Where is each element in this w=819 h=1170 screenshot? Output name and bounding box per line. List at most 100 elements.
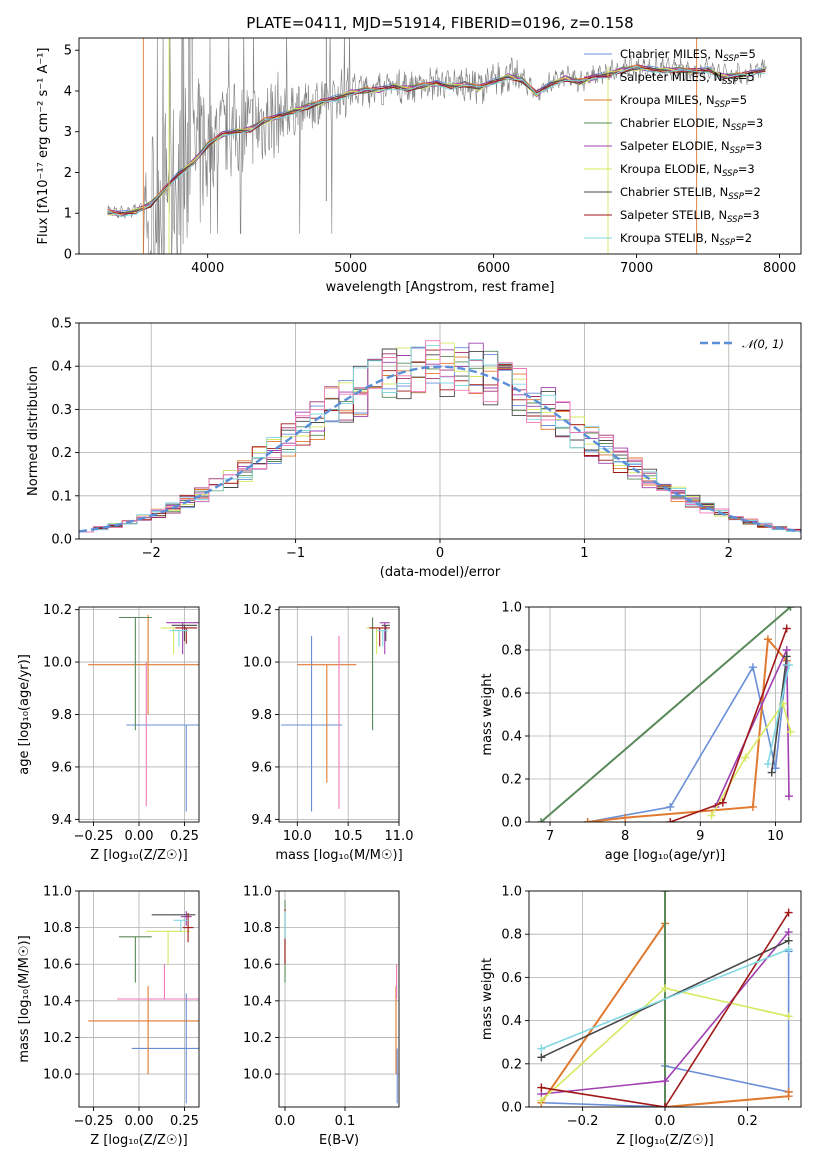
- axes-age_vs_mass: 10.0 10.5 11.0 9.4 9.6 9.8 10.0 10.2 mass [log₁₀…: [243, 603, 413, 863]
- histogram-step: [79, 340, 801, 533]
- legend-residuals: 𝒩(0, 1): [700, 337, 784, 351]
- y-tick-label: 11.0: [43, 885, 72, 900]
- x-tick-label: 10.5: [334, 829, 363, 844]
- x-tick-label: 5000: [334, 261, 367, 276]
- mass-weight-line: [767, 664, 790, 765]
- axes-frame: [278, 890, 400, 1108]
- legend-entry-label: Salpeter ELODIE, NSSP=3: [620, 139, 762, 156]
- mass-weight-line: [587, 664, 788, 822]
- y-tick-label: 0.2: [51, 446, 72, 461]
- spectrum-model-line: [107, 66, 766, 217]
- x-tick-label: 0.1: [335, 1114, 356, 1129]
- axes-mass_vs_EBV: 0.0 0.1 10.0 10.2 10.4 10.6 10.8 11.0 E(B-V): [243, 885, 400, 1148]
- x-tick-label: −0.25: [74, 829, 114, 844]
- plus-marker: [661, 891, 669, 895]
- plot-area-age_vs_mass: [281, 617, 390, 812]
- x-tick-label: −1: [286, 546, 305, 561]
- plus-marker: [784, 936, 793, 945]
- plus-marker: [537, 1083, 546, 1092]
- axes-frame: [528, 606, 802, 823]
- legend-spectrum: Chabrier MILES, NSSP=5 Salpeter MILES, NS…: [584, 47, 763, 248]
- y-axis-label: Normed distribution: [26, 366, 41, 496]
- plus-marker: [661, 1103, 669, 1107]
- mass-weight-line: [670, 628, 788, 822]
- axes-mass_vs_Z: −0.25 0.00 0.25 10.0 10.2 10.4 10.6 10.8 11.0 Z […: [17, 885, 200, 1148]
- y-tick-label: 9.4: [251, 813, 272, 828]
- plus-marker: [786, 607, 795, 611]
- mass-weight-line: [541, 948, 789, 1050]
- plus-marker: [782, 652, 791, 661]
- y-axis-label: age [log₁₀(age/yr)]: [17, 654, 32, 775]
- plot-area-mass_vs_EBV: [284, 900, 398, 1104]
- y-tick-label: 10.4: [243, 994, 272, 1009]
- x-tick-label: 1: [580, 546, 588, 561]
- x-axis-label: Z [log₁₀(Z/Z☉)]: [616, 1133, 713, 1148]
- spectrum-model-line: [107, 66, 766, 215]
- x-axis-label: wavelength [Angstrom, rest frame]: [326, 280, 555, 295]
- y-tick-label: 0.1: [51, 489, 72, 504]
- plus-marker: [782, 624, 791, 633]
- legend-entry-label: 𝒩(0, 1): [742, 337, 784, 351]
- plus-marker: [661, 1077, 669, 1086]
- axes-mass_weight_vs_age: 7 8 9 10 0.0 0.2 0.4 0.6 0.8 1.0 age [log₁₀(age/yr…: [480, 601, 802, 863]
- plus-marker: [786, 727, 795, 736]
- plot-area-mass_vs_Z: [88, 911, 199, 1104]
- y-tick-label: 2: [64, 166, 72, 181]
- y-tick-label: 9.8: [51, 708, 72, 723]
- legend-entry-label: Salpeter MILES, NSSP=5: [620, 70, 755, 87]
- y-tick-label: 0.0: [501, 1101, 522, 1116]
- plus-marker: [763, 759, 772, 768]
- axes-mass_weight_vs_Z: −0.2 0.0 0.2 0.0 0.2 0.4 0.6 0.8 1.0 Z [log₁₀(Z/Z…: [480, 885, 802, 1148]
- y-tick-label: 10.8: [243, 921, 272, 936]
- y-tick-label: 9.6: [251, 760, 272, 775]
- plus-marker: [784, 792, 793, 801]
- y-tick-label: 1.0: [501, 601, 522, 616]
- x-axis-label: (data-model)/error: [380, 565, 501, 580]
- legend-entry-label: Salpeter STELIB, NSSP=3: [620, 208, 760, 225]
- plot-area-age_vs_Z: [88, 614, 199, 812]
- y-axis-label: mass [log₁₀(M/M☉)]: [17, 935, 32, 1062]
- plus-marker: [621, 813, 630, 822]
- x-tick-label: 4000: [191, 261, 224, 276]
- x-tick-label: 7: [546, 829, 554, 844]
- legend-entry-label: Kroupa ELODIE, NSSP=3: [620, 162, 755, 179]
- legend-entry-label: Chabrier STELIB, NSSP=2: [620, 185, 761, 202]
- y-tick-label: 0.2: [501, 1057, 522, 1072]
- y-tick-label: 1.0: [501, 885, 522, 900]
- plot-area-residuals: [79, 340, 801, 533]
- y-tick-label: 10.0: [43, 1068, 72, 1083]
- spectrum-data-line: [107, 38, 767, 254]
- axes-frame: [78, 37, 802, 255]
- plus-marker: [784, 928, 793, 937]
- x-axis-label: Z [log₁₀(Z/Z☉)]: [90, 1133, 187, 1148]
- plus-marker: [784, 1087, 793, 1096]
- y-tick-label: 10.0: [243, 1068, 272, 1083]
- x-axis-label: E(B-V): [319, 1133, 359, 1148]
- x-axis-label: mass [log₁₀(M/M☉)]: [275, 848, 402, 863]
- axes-spectrum: 4000 5000 6000 7000 8000 0 1 2 3 4 5 wavelength [An…: [36, 37, 802, 295]
- y-tick-label: 5: [64, 44, 72, 59]
- plus-marker: [718, 798, 727, 807]
- x-tick-label: 0.0: [275, 1114, 296, 1129]
- plus-marker: [666, 818, 675, 822]
- y-tick-label: 0.8: [501, 644, 522, 659]
- figure-title: PLATE=0411, MJD=51914, FIBERID=0196, z=0…: [246, 14, 633, 32]
- x-tick-label: 0.00: [125, 829, 154, 844]
- x-tick-label: 8: [621, 829, 629, 844]
- y-tick-label: 3: [64, 125, 72, 140]
- x-tick-label: 6000: [477, 261, 510, 276]
- x-tick-label: −0.25: [74, 1114, 114, 1129]
- y-tick-label: 0.4: [501, 1014, 522, 1029]
- x-tick-label: 11.0: [385, 829, 414, 844]
- y-tick-label: 0.8: [501, 928, 522, 943]
- x-tick-label: −2: [142, 546, 161, 561]
- x-tick-label: 9: [696, 829, 704, 844]
- y-tick-label: 11.0: [243, 885, 272, 900]
- plus-marker: [707, 811, 716, 820]
- y-tick-label: 0: [64, 248, 72, 263]
- axes-residuals: −2 −1 0 1 2 0.0 0.1 0.2 0.3 0.4 0.5 (data-model)/er…: [26, 317, 802, 580]
- x-tick-label: 0: [436, 546, 444, 561]
- y-tick-label: 0.6: [501, 687, 522, 702]
- plus-marker: [537, 1053, 546, 1062]
- y-tick-label: 10.0: [43, 656, 72, 671]
